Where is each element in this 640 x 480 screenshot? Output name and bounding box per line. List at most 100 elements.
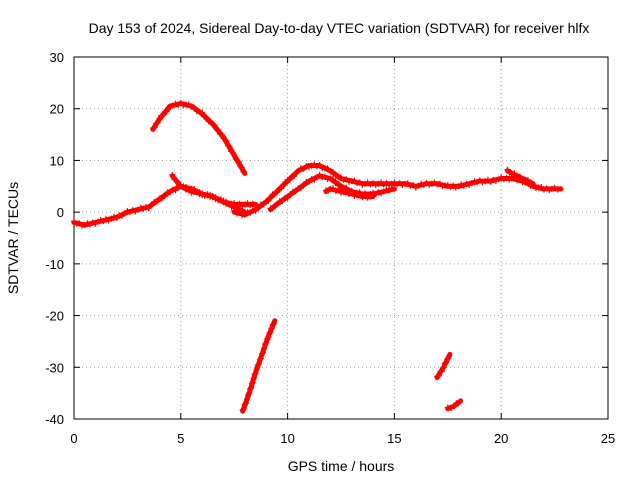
data-point <box>103 216 109 223</box>
data-point <box>239 407 246 413</box>
data-point <box>265 197 272 204</box>
x-tick-label: 0 <box>70 431 77 446</box>
x-tick-label: 15 <box>387 431 401 446</box>
data-point <box>259 350 265 357</box>
data-point <box>211 122 218 129</box>
data-point <box>111 213 117 220</box>
data-point <box>254 362 261 369</box>
data-point <box>479 179 486 186</box>
data-point <box>203 114 210 121</box>
data-point <box>458 181 465 188</box>
data-point <box>308 162 315 169</box>
data-point <box>435 372 442 379</box>
y-tick-label: -30 <box>45 360 64 375</box>
data-point <box>279 198 286 205</box>
data-point <box>266 330 273 337</box>
data-point <box>154 119 161 126</box>
data-point <box>255 361 262 367</box>
data-point <box>226 143 233 150</box>
data-point <box>418 180 425 187</box>
x-tick-label: 10 <box>280 431 294 446</box>
data-point <box>159 195 166 202</box>
data-point <box>265 333 272 340</box>
x-axis-label: GPS time / hours <box>288 458 395 474</box>
data-point <box>291 173 297 180</box>
data-point <box>252 207 259 214</box>
data-point <box>268 325 275 332</box>
data-point <box>225 200 232 207</box>
data-point <box>273 189 280 196</box>
data-point <box>261 345 268 352</box>
series-arc-low-c <box>444 398 464 412</box>
data-point <box>372 181 379 188</box>
data-point <box>511 170 518 177</box>
data-point <box>173 177 180 184</box>
series-arc-mid-c <box>267 171 397 213</box>
data-point <box>280 182 287 189</box>
data-point <box>452 184 459 191</box>
data-point <box>199 109 206 116</box>
data-point <box>260 349 266 356</box>
data-point <box>335 173 342 180</box>
data-point <box>163 108 170 115</box>
data-point <box>257 355 264 362</box>
data-point <box>471 178 478 185</box>
y-tick-label: -10 <box>45 257 64 272</box>
series-arc-low-b <box>434 351 453 381</box>
data-point <box>240 405 247 412</box>
data-point <box>548 185 555 192</box>
data-point <box>240 169 247 175</box>
data-point <box>148 202 155 208</box>
data-point <box>246 390 253 397</box>
data-point <box>244 396 250 403</box>
data-point <box>151 124 158 131</box>
y-tick-label: -20 <box>45 309 64 324</box>
data-point <box>267 194 274 201</box>
data-point <box>256 356 263 363</box>
data-point <box>330 176 336 183</box>
data-point <box>242 400 249 407</box>
series-arc-mid-a <box>169 171 248 215</box>
data-point <box>193 108 200 115</box>
y-tick-label: 0 <box>57 205 64 220</box>
data-point <box>546 187 553 194</box>
data-point <box>426 181 433 188</box>
data-point <box>241 401 248 408</box>
data-point <box>233 204 240 211</box>
data-point <box>269 321 276 328</box>
data-point <box>443 359 450 366</box>
data-point <box>191 104 198 111</box>
data-point <box>253 366 260 373</box>
data-point <box>448 405 454 411</box>
data-point <box>248 384 254 391</box>
data-point <box>292 188 299 195</box>
data-point <box>445 355 452 362</box>
data-point <box>215 127 222 134</box>
data-point <box>145 205 152 212</box>
grid <box>74 57 608 419</box>
data-point <box>180 183 187 190</box>
data-point <box>316 162 323 168</box>
y-tick-label: 10 <box>50 153 64 168</box>
data-point <box>362 180 368 187</box>
chart-title: Day 153 of 2024, Sidereal Day-to-day VTE… <box>89 20 590 36</box>
data-point <box>399 181 406 188</box>
data-point <box>463 180 470 187</box>
data-point <box>284 194 291 201</box>
data-point <box>554 186 561 193</box>
data-point <box>330 169 336 176</box>
data-point <box>482 178 489 185</box>
series-arc-mid-d <box>323 185 376 201</box>
data-point <box>300 182 307 188</box>
data-point <box>255 204 262 211</box>
plot-frame <box>73 56 609 420</box>
data-point <box>524 176 531 183</box>
data-point <box>185 186 192 193</box>
data-point <box>438 368 445 375</box>
y-tick-label: 20 <box>50 102 64 117</box>
data-point <box>506 176 513 183</box>
series-arc-low-a <box>239 318 278 414</box>
data-point <box>380 181 387 188</box>
data-point <box>287 191 294 198</box>
y-axis-label: SDTVAR / TECUs <box>5 182 21 294</box>
